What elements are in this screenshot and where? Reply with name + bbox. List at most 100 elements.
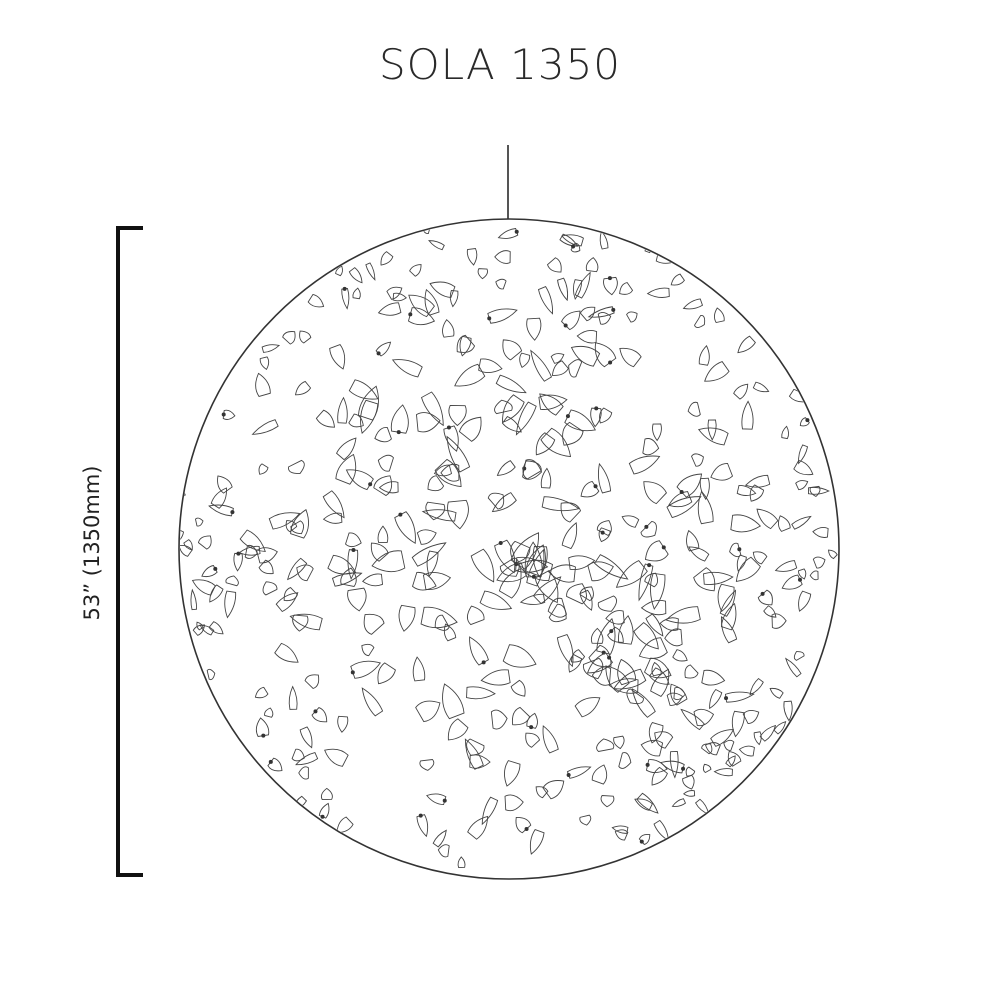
pattern-leaf	[495, 374, 527, 394]
pattern-leaf	[432, 829, 447, 848]
pattern-leaf	[497, 228, 519, 239]
pattern-leaf	[645, 613, 664, 637]
pattern-leaf	[570, 242, 581, 253]
pattern-leaf	[665, 606, 701, 624]
pattern-leaf	[327, 554, 357, 575]
pattern-leaf	[771, 613, 787, 629]
pattern-rivet	[442, 798, 447, 803]
pattern-leaf	[597, 462, 612, 494]
pattern-leaf	[561, 522, 578, 550]
pattern-leaf	[556, 634, 574, 668]
pattern-leaf	[290, 520, 304, 535]
pattern-leaf	[449, 289, 459, 308]
pattern-leaf	[495, 278, 507, 290]
pattern-leaf	[261, 344, 281, 353]
pattern-leaf	[318, 802, 330, 819]
pattern-leaf	[685, 766, 696, 777]
pattern-leaf	[588, 644, 612, 668]
pattern-leaf	[644, 540, 669, 562]
pattern-leaf	[686, 529, 700, 552]
pattern-leaf	[447, 499, 469, 530]
pattern-leaf	[570, 649, 586, 663]
pattern-leaf	[478, 358, 503, 373]
pattern-leaf	[496, 460, 516, 476]
pattern-leaf	[651, 766, 668, 786]
pattern-leaf	[619, 347, 642, 368]
pattern-leaf	[426, 550, 439, 577]
pattern-leaf	[547, 597, 567, 618]
pattern-leaf	[566, 583, 587, 605]
pattern-leaf	[348, 379, 379, 400]
pattern-leaf	[477, 268, 488, 280]
product-title: SOLA 1350	[378, 40, 622, 89]
pattern-leaf	[481, 796, 499, 826]
pattern-rivet	[531, 574, 536, 579]
pattern-rivet	[797, 577, 802, 582]
pattern-leaf	[412, 571, 437, 591]
pattern-leaf	[348, 413, 364, 428]
pattern-leaf	[374, 427, 392, 443]
pattern-leaf	[459, 335, 472, 357]
pattern-rivet	[350, 670, 355, 675]
pattern-rivet	[737, 547, 742, 552]
pattern-leaf	[341, 287, 350, 310]
pattern-leaf	[793, 459, 814, 476]
pattern-leaf	[361, 573, 384, 587]
pattern-leaf	[491, 492, 517, 513]
pattern-leaf	[587, 561, 614, 582]
pattern-leaf	[411, 542, 447, 567]
pattern-leaf	[719, 589, 737, 617]
pattern-leaf	[710, 729, 735, 747]
pattern-rivet	[609, 629, 614, 634]
pattern-leaf	[640, 599, 667, 616]
pattern-leaf	[691, 453, 704, 467]
pattern-leaf	[322, 512, 343, 524]
pattern-rivet	[593, 484, 598, 489]
pattern-leaf	[579, 586, 594, 602]
pattern-leaf	[580, 480, 600, 498]
pattern-leaf	[628, 455, 661, 475]
pattern-leaf	[640, 520, 657, 538]
pattern-leaf	[538, 394, 568, 410]
pattern-leaf	[537, 286, 553, 315]
pattern-leaf	[357, 385, 379, 421]
pattern-rivet	[566, 772, 571, 777]
pattern-leaf	[557, 277, 569, 302]
pattern-leaf	[352, 287, 361, 300]
pattern-leaf	[424, 288, 440, 316]
pattern-leaf	[702, 763, 712, 774]
pattern-leaf	[670, 683, 688, 706]
pattern-leaf	[443, 425, 459, 452]
pattern-leaf	[398, 604, 416, 632]
pattern-leaf	[542, 780, 565, 800]
pattern-leaf	[225, 575, 239, 587]
pattern-leaf	[618, 752, 632, 769]
pattern-leaf	[443, 623, 457, 642]
pattern-leaf	[190, 588, 198, 611]
pattern-leaf	[566, 766, 592, 779]
pattern-rivet	[563, 323, 568, 328]
pattern-rivet	[644, 524, 649, 529]
pattern-leaf	[390, 404, 409, 434]
pattern-leaf	[699, 477, 710, 501]
pattern-leaf	[519, 593, 546, 605]
pattern-leaf	[392, 292, 407, 302]
pattern-leaf	[307, 293, 325, 308]
pattern-leaf	[192, 624, 206, 636]
pattern-leaf	[429, 281, 456, 298]
pattern-leaf	[714, 307, 725, 324]
pattern-leaf	[408, 294, 435, 318]
pattern-rivet	[805, 418, 810, 423]
pattern-leaf	[494, 250, 511, 264]
pattern-leaf	[442, 319, 455, 338]
pattern-leaf	[615, 560, 648, 588]
pattern-rivet	[611, 307, 616, 312]
pattern-leaf	[525, 544, 546, 577]
pattern-leaf	[298, 766, 309, 780]
pattern-leaf	[594, 554, 629, 580]
pattern-leaf	[274, 642, 299, 663]
pattern-leaf	[437, 844, 450, 858]
pattern-leaf	[717, 583, 735, 613]
pattern-leaf	[288, 459, 305, 474]
pattern-leaf	[264, 707, 274, 718]
